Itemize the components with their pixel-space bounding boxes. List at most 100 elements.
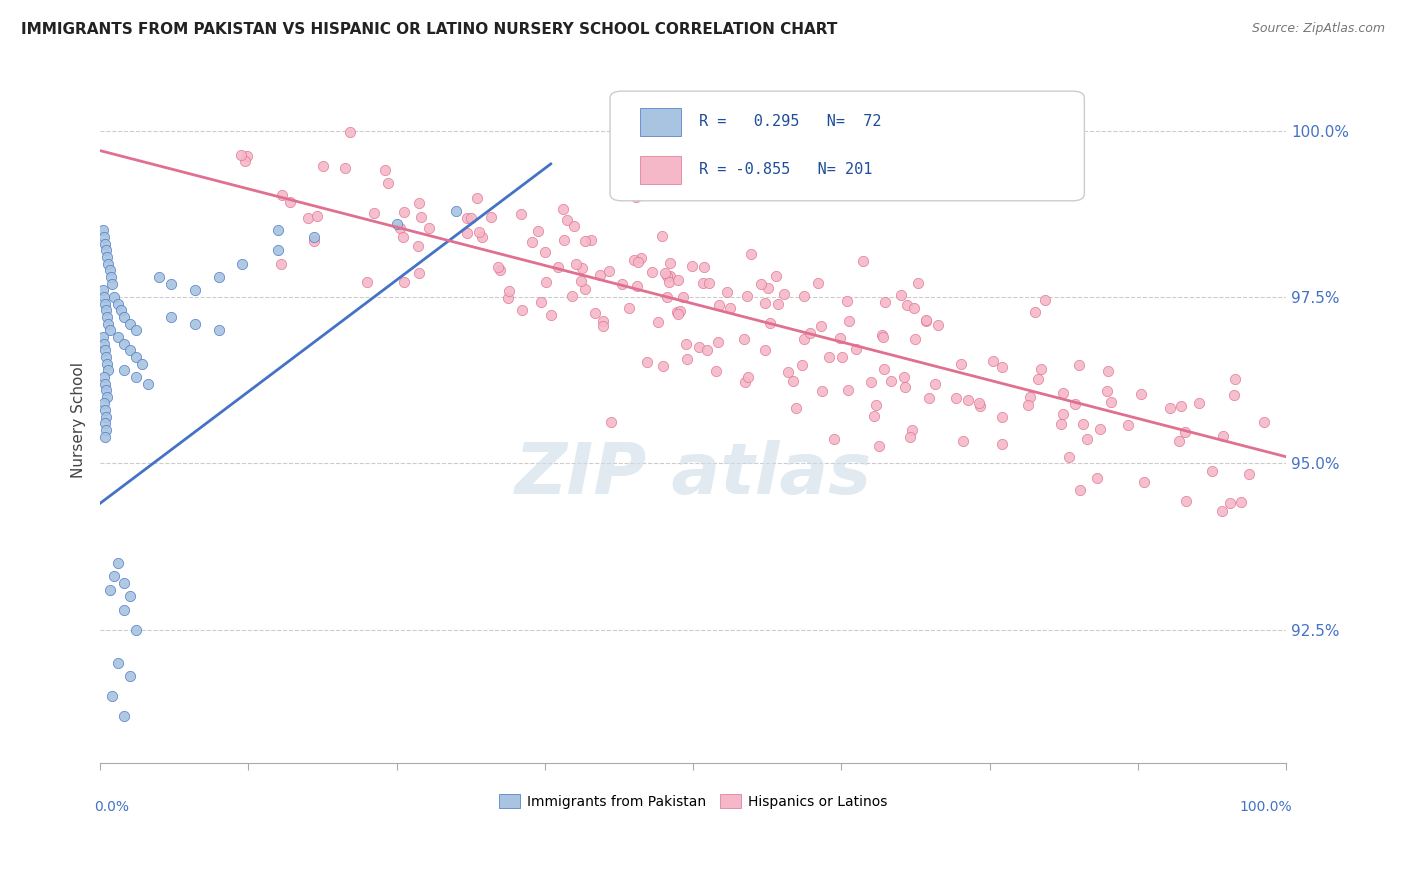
- Point: [692, 277, 714, 291]
- Point: [1024, 305, 1046, 319]
- Point: [1223, 388, 1246, 402]
- Point: [131, 357, 153, 371]
- Point: [136, 376, 159, 391]
- Point: [810, 319, 832, 334]
- Point: [118, 669, 141, 683]
- Point: [655, 290, 678, 304]
- Point: [896, 298, 918, 312]
- Text: R = -0.855   N= 201: R = -0.855 N= 201: [699, 162, 872, 178]
- Point: [799, 326, 821, 340]
- Point: [735, 289, 758, 303]
- Point: [1069, 358, 1091, 372]
- Point: [894, 379, 917, 393]
- Point: [94, 423, 117, 437]
- Point: [460, 211, 482, 225]
- Point: [392, 205, 415, 219]
- Point: [898, 429, 921, 443]
- Point: [112, 363, 135, 377]
- Point: [304, 234, 326, 248]
- Point: [569, 275, 592, 289]
- Text: 0.0%: 0.0%: [94, 800, 129, 814]
- Point: [565, 257, 588, 271]
- Point: [529, 295, 551, 310]
- Point: [118, 590, 141, 604]
- Point: [990, 359, 1012, 374]
- Point: [574, 282, 596, 296]
- Point: [498, 284, 520, 298]
- Point: [758, 316, 780, 330]
- Point: [93, 336, 115, 351]
- Point: [1064, 397, 1087, 411]
- Point: [890, 287, 912, 301]
- Point: [636, 355, 658, 369]
- Point: [305, 209, 328, 223]
- Point: [571, 260, 593, 275]
- Point: [1088, 422, 1111, 436]
- Point: [278, 194, 301, 209]
- Point: [411, 210, 433, 224]
- Point: [740, 247, 762, 261]
- Point: [734, 375, 756, 389]
- Point: [1052, 385, 1074, 400]
- Point: [612, 277, 634, 291]
- Point: [924, 377, 946, 392]
- Point: [592, 313, 614, 327]
- Point: [737, 370, 759, 384]
- Point: [231, 257, 253, 271]
- Point: [655, 268, 678, 283]
- Point: [125, 623, 148, 637]
- Point: [374, 163, 396, 178]
- Point: [534, 244, 557, 259]
- Point: [756, 280, 779, 294]
- Point: [107, 330, 129, 344]
- Point: [486, 260, 509, 275]
- Point: [498, 291, 520, 305]
- Point: [1050, 417, 1073, 431]
- Point: [873, 294, 896, 309]
- Point: [807, 277, 830, 291]
- FancyBboxPatch shape: [640, 108, 681, 136]
- Point: [377, 176, 399, 190]
- Point: [270, 187, 292, 202]
- Point: [845, 342, 868, 356]
- Point: [389, 221, 412, 235]
- Point: [208, 323, 231, 337]
- Point: [914, 313, 936, 327]
- Point: [562, 219, 585, 234]
- Point: [479, 211, 502, 225]
- Point: [707, 335, 730, 350]
- Point: [868, 439, 890, 453]
- Point: [394, 275, 416, 289]
- Point: [103, 290, 125, 304]
- Point: [654, 266, 676, 280]
- Point: [598, 263, 620, 277]
- Point: [112, 576, 135, 591]
- Point: [675, 337, 697, 351]
- Point: [651, 359, 673, 373]
- Point: [1211, 503, 1233, 517]
- Point: [1035, 293, 1057, 308]
- Text: 100.0%: 100.0%: [1239, 800, 1292, 814]
- Point: [101, 277, 124, 291]
- Point: [693, 260, 716, 274]
- Point: [94, 403, 117, 417]
- Point: [647, 315, 669, 329]
- Point: [408, 266, 430, 280]
- Point: [945, 391, 967, 405]
- Point: [893, 369, 915, 384]
- Point: [872, 329, 894, 343]
- Point: [1174, 494, 1197, 508]
- Point: [754, 296, 776, 310]
- Point: [418, 221, 440, 235]
- Point: [658, 268, 681, 283]
- Point: [862, 409, 884, 423]
- Point: [880, 374, 903, 388]
- Point: [927, 318, 949, 332]
- Point: [823, 432, 845, 446]
- Point: [98, 582, 121, 597]
- Point: [391, 230, 413, 244]
- Point: [817, 351, 839, 365]
- Point: [267, 244, 290, 258]
- Point: [704, 363, 727, 377]
- Point: [981, 354, 1004, 368]
